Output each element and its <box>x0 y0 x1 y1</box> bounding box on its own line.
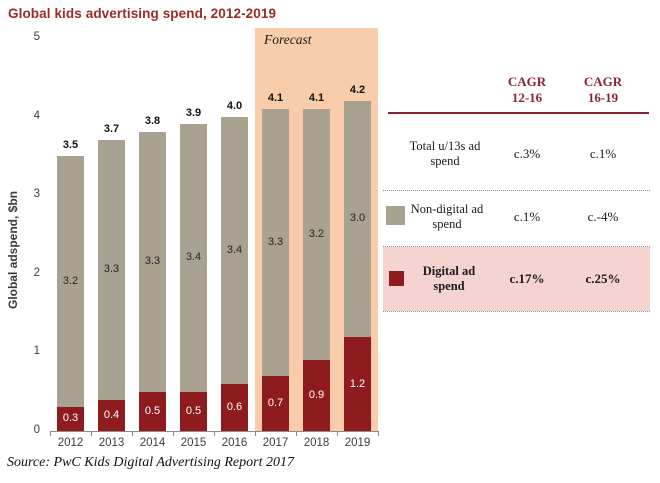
bar-segment-non-digital-ad-spend-2019 <box>344 100 371 337</box>
bar-segment-value-label: 0.5 <box>185 404 202 417</box>
x-axis-tick-label: 2015 <box>180 437 207 449</box>
table-header-line: CAGR <box>583 74 623 89</box>
table-row-non-digital-cagr-12-16: c.1% <box>513 209 541 224</box>
bar-segment-value-label: 3.2 <box>62 274 79 287</box>
table-header-rule <box>388 112 649 114</box>
bar-segment-value-label: 3.3 <box>103 263 120 276</box>
table-row-total-label: Total u/13s ad spend <box>409 139 481 168</box>
bar-segment-digital-ad-spend-2012 <box>57 407 84 431</box>
y-axis-tick-label: 5 <box>33 31 40 43</box>
x-axis-tick-mark <box>91 431 92 436</box>
bar-total-label: 3.7 <box>103 123 120 136</box>
bar-segment-non-digital-ad-spend-2017 <box>262 108 289 376</box>
x-axis-tick-mark <box>50 431 51 436</box>
bar-total-label: 3.9 <box>185 107 202 120</box>
row-separator <box>383 311 650 312</box>
table-row-non-digital-cagr-16-19: c.-4% <box>587 209 619 224</box>
y-axis-tick-label: 4 <box>33 109 40 122</box>
x-axis-tick-label: 2013 <box>98 437 125 449</box>
bar-segment-digital-ad-spend-2014 <box>139 391 166 431</box>
x-axis-tick-label: 2014 <box>139 437 166 449</box>
bar-segment-value-label: 3.3 <box>144 255 161 268</box>
chart-title: Global kids advertising spend, 2012-2019 <box>8 6 277 21</box>
x-axis-tick-label: 2019 <box>344 437 371 449</box>
table-row-total-cagr-16-19: c.1% <box>589 146 617 161</box>
bar-segment-non-digital-ad-spend-2012 <box>57 155 84 408</box>
bar-segment-value-label: 1.2 <box>349 377 366 390</box>
x-axis-tick-mark <box>337 431 338 436</box>
bar-segment-digital-ad-spend-2019 <box>344 336 371 431</box>
bar-segment-value-label: 0.7 <box>267 396 284 409</box>
digital-legend-swatch <box>389 271 404 286</box>
bar-segment-non-digital-ad-spend-2013 <box>98 140 125 400</box>
bar-segment-digital-ad-spend-2015 <box>180 391 207 431</box>
bar-total-label: 3.5 <box>62 138 79 151</box>
x-axis-tick-mark <box>378 431 379 436</box>
bar-segment-digital-ad-spend-2017 <box>262 375 289 431</box>
bar-segment-value-label: 3.3 <box>267 235 284 248</box>
table-row-digital-label: Digital ad spend <box>422 264 476 293</box>
x-axis-tick-mark <box>214 431 215 436</box>
forecast-label: Forecast <box>264 32 312 47</box>
non-digital-legend-swatch <box>386 206 405 225</box>
y-axis-tick-label: 2 <box>33 266 40 279</box>
bar-segment-value-label: 0.5 <box>144 404 161 417</box>
table-header-line: CAGR <box>507 74 547 89</box>
x-axis-tick-mark <box>296 431 297 436</box>
table-row-digital-cagr-16-19: c.25% <box>585 271 621 286</box>
bar-segment-digital-ad-spend-2016 <box>221 383 248 431</box>
y-axis-tick-label: 0 <box>33 424 40 436</box>
y-axis-tick-label: 1 <box>33 345 40 358</box>
table-header-line: 16-19 <box>587 90 619 105</box>
x-axis-tick-label: 2016 <box>221 437 248 449</box>
table-header-cagr-16-19: CAGR 16-19 <box>563 74 643 106</box>
bar-total-label: 4.2 <box>349 83 366 96</box>
y-axis-tick-label: 3 <box>33 188 40 201</box>
x-axis-tick-mark <box>255 431 256 436</box>
bar-segment-digital-ad-spend-2013 <box>98 399 125 431</box>
x-axis-tick-label: 2012 <box>57 437 84 449</box>
row-separator <box>383 246 650 247</box>
y-axis-label: Global adspend, $bn <box>6 191 20 310</box>
x-axis-tick-mark <box>173 431 174 436</box>
bar-segment-non-digital-ad-spend-2014 <box>139 132 166 392</box>
table-header-line: 12-16 <box>511 90 543 105</box>
bar-total-label: 4.1 <box>308 91 325 104</box>
bar-segment-value-label: 3.0 <box>349 211 366 224</box>
bar-total-label: 3.8 <box>144 115 161 128</box>
bar-segment-non-digital-ad-spend-2015 <box>180 124 207 392</box>
bar-segment-digital-ad-spend-2018 <box>303 360 330 431</box>
digital-row-highlight <box>383 247 650 311</box>
bar-segment-value-label: 3.4 <box>185 251 202 264</box>
bar-segment-value-label: 3.2 <box>308 227 325 240</box>
x-axis-tick-label: 2018 <box>303 437 330 449</box>
row-separator <box>383 190 650 191</box>
bar-segment-non-digital-ad-spend-2016 <box>221 116 248 384</box>
bar-segment-value-label: 3.4 <box>226 243 243 256</box>
bar-segment-value-label: 0.6 <box>226 400 243 413</box>
source-note: Source: PwC Kids Digital Advertising Rep… <box>7 455 294 470</box>
table-header-cagr-12-16: CAGR 12-16 <box>487 74 567 106</box>
table-row-digital-cagr-12-16: c.17% <box>509 271 545 286</box>
bar-segment-value-label: 0.9 <box>308 389 325 402</box>
x-axis-tick-label: 2017 <box>262 437 289 449</box>
bar-segment-value-label: 0.3 <box>62 412 79 425</box>
table-row-total-cagr-12-16: c.3% <box>513 146 541 161</box>
bar-total-label: 4.0 <box>226 99 243 112</box>
bar-segment-non-digital-ad-spend-2018 <box>303 108 330 361</box>
bar-segment-value-label: 0.4 <box>103 408 120 421</box>
table-row-non-digital-label: Non-digital ad spend <box>410 202 484 231</box>
bar-total-label: 4.1 <box>267 91 284 104</box>
x-axis-tick-mark <box>132 431 133 436</box>
